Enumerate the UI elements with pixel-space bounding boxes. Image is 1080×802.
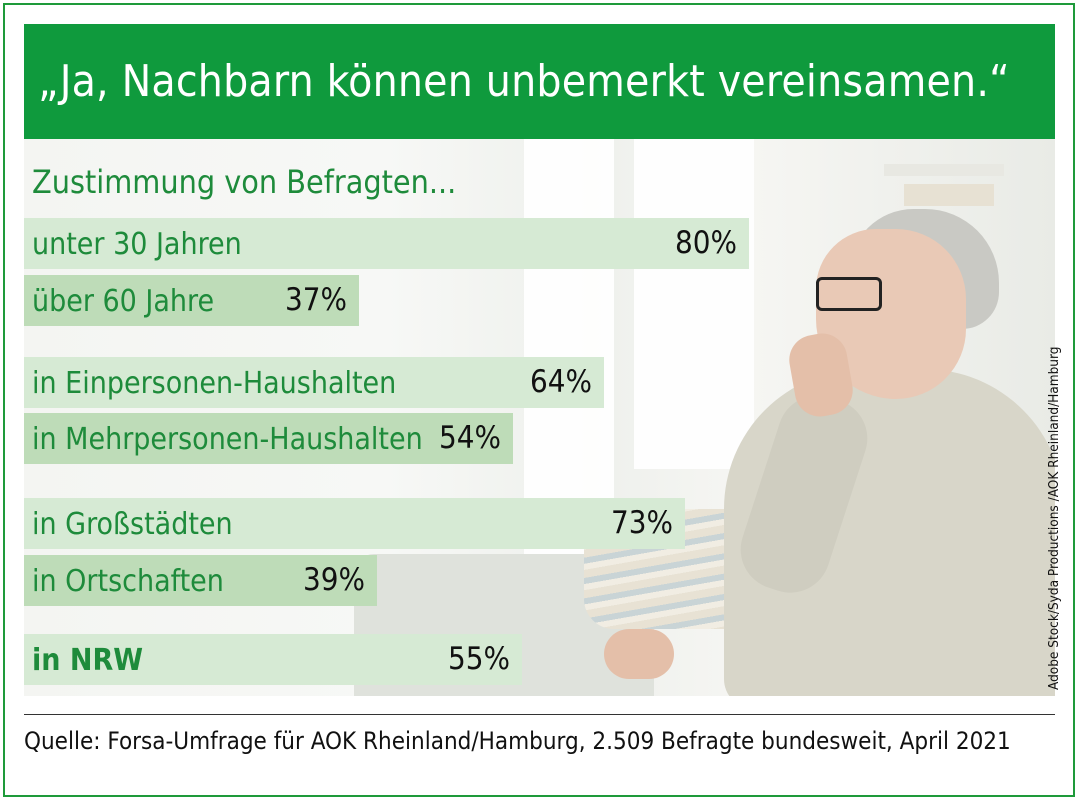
- bar-value-3: 54%: [439, 420, 501, 456]
- chart-subtitle: Zustimmung von Befragten...: [32, 163, 457, 201]
- bar-label-0: unter 30 Jahren: [32, 227, 242, 262]
- bar-label-5: in Ortschaften: [32, 564, 224, 599]
- bar-6: in NRW 55%: [24, 634, 522, 685]
- headline-text: „Ja, Nachbarn können unbemerkt vereinsam…: [38, 56, 1010, 107]
- bar-0: unter 30 Jahren 80%: [24, 218, 749, 269]
- bar-value-6: 55%: [448, 641, 510, 677]
- source-note: Quelle: Forsa-Umfrage für AOK Rheinland/…: [24, 727, 1011, 755]
- bar-label-2: in Einpersonen-Haushalten: [32, 366, 397, 401]
- photo-credit: Adobe Stock/Syda Productions /AOK Rheinl…: [1046, 346, 1062, 690]
- bar-2: in Einpersonen-Haushalten 64%: [24, 357, 604, 408]
- bar-4: in Großstädten 73%: [24, 498, 685, 549]
- bar-value-4: 73%: [611, 505, 673, 541]
- bar-value-5: 39%: [303, 562, 365, 598]
- bar-label-6: in NRW: [32, 643, 144, 678]
- bar-1: über 60 Jahre 37%: [24, 275, 359, 326]
- bar-5: in Ortschaften 39%: [24, 555, 377, 606]
- bar-value-1: 37%: [285, 282, 347, 318]
- bar-value-0: 80%: [675, 225, 737, 261]
- bar-label-1: über 60 Jahre: [32, 284, 215, 319]
- bar-value-2: 64%: [530, 364, 592, 400]
- bar-3: in Mehrpersonen-Haushalten 54%: [24, 413, 513, 464]
- divider-line: [24, 714, 1055, 715]
- headline-banner: „Ja, Nachbarn können unbemerkt vereinsam…: [24, 24, 1055, 139]
- bar-label-4: in Großstädten: [32, 507, 233, 542]
- bar-label-3: in Mehrpersonen-Haushalten: [32, 422, 423, 457]
